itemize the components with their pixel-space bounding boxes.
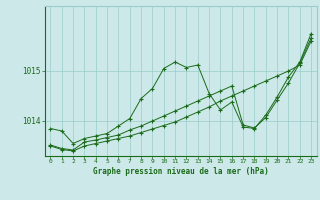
X-axis label: Graphe pression niveau de la mer (hPa): Graphe pression niveau de la mer (hPa): [93, 167, 269, 176]
